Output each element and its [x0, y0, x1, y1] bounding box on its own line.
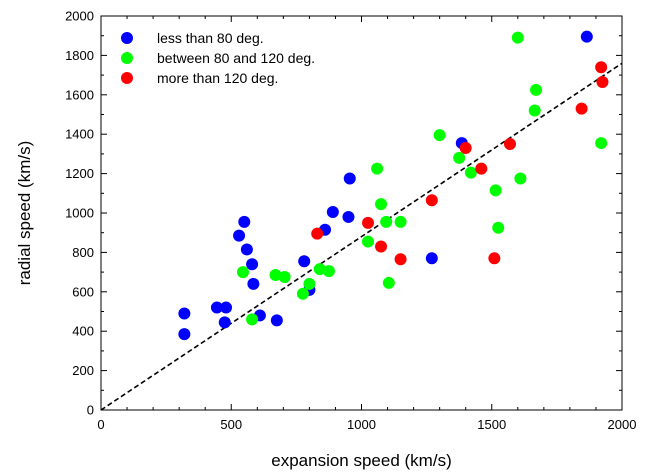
- data-point: [238, 215, 251, 228]
- data-point: [247, 277, 260, 290]
- data-point: [220, 301, 233, 314]
- y-tick-label: 400: [72, 324, 94, 339]
- legend-label: more than 120 deg.: [157, 70, 278, 86]
- data-point: [492, 221, 505, 234]
- data-point: [394, 253, 407, 266]
- data-point: [380, 215, 393, 228]
- data-point: [342, 210, 355, 223]
- data-point: [580, 30, 593, 43]
- data-point: [270, 314, 283, 327]
- data-point: [371, 162, 384, 175]
- data-point: [246, 258, 259, 271]
- data-point: [464, 166, 477, 179]
- legend-marker: [121, 32, 133, 44]
- data-point: [233, 229, 246, 242]
- data-point: [596, 75, 609, 88]
- data-point: [382, 276, 395, 289]
- data-point: [433, 129, 446, 142]
- y-tick-label: 1800: [65, 48, 94, 63]
- data-point: [503, 138, 516, 151]
- data-point: [488, 252, 501, 265]
- x-tick-label: 0: [97, 417, 104, 432]
- legend-label: less than 80 deg.: [157, 30, 264, 46]
- data-point: [303, 277, 316, 290]
- legend-marker: [121, 52, 133, 64]
- data-point: [362, 216, 375, 229]
- data-point: [343, 172, 356, 185]
- data-point: [246, 313, 259, 326]
- data-point: [311, 227, 324, 240]
- x-tick-label: 1000: [347, 417, 376, 432]
- data-point: [278, 271, 291, 284]
- data-point: [313, 263, 326, 276]
- data-point: [375, 240, 388, 253]
- data-point: [322, 265, 335, 278]
- y-tick-label: 600: [72, 284, 94, 299]
- data-point: [236, 266, 249, 279]
- data-point: [178, 307, 191, 320]
- data-point: [459, 141, 472, 154]
- data-point: [595, 137, 608, 150]
- data-point: [528, 104, 541, 117]
- y-tick-label: 0: [87, 403, 94, 418]
- y-tick-label: 1000: [65, 206, 94, 221]
- y-axis-title: radial speed (km/s): [15, 141, 34, 286]
- x-tick-label: 500: [220, 417, 242, 432]
- data-point: [489, 184, 502, 197]
- data-point: [296, 287, 309, 300]
- data-point: [298, 255, 311, 268]
- data-point: [218, 316, 231, 329]
- data-point: [425, 252, 438, 265]
- data-point: [178, 328, 191, 341]
- y-tick-label: 1600: [65, 87, 94, 102]
- data-point: [394, 215, 407, 228]
- x-tick-label: 2000: [608, 417, 637, 432]
- data-point: [210, 301, 223, 314]
- data-point: [240, 243, 253, 256]
- data-point: [475, 162, 488, 175]
- data-point: [514, 172, 527, 185]
- y-tick-label: 800: [72, 245, 94, 260]
- data-point: [575, 102, 588, 115]
- y-tick-label: 2000: [65, 9, 94, 24]
- data-point: [453, 151, 466, 164]
- fit-line: [100, 62, 623, 411]
- y-tick-label: 1400: [65, 127, 94, 142]
- x-axis-title: expansion speed (km/s): [271, 451, 451, 470]
- y-tick-label: 200: [72, 363, 94, 378]
- x-tick-label: 1500: [477, 417, 506, 432]
- legend-label: between 80 and 120 deg.: [157, 50, 315, 66]
- legend-marker: [121, 72, 133, 84]
- data-point: [326, 206, 339, 219]
- y-tick-label: 1200: [65, 166, 94, 181]
- data-point: [595, 61, 608, 74]
- data-point: [511, 31, 524, 44]
- data-point: [530, 83, 543, 96]
- data-point: [425, 194, 438, 207]
- data-point: [269, 269, 282, 282]
- data-point: [375, 198, 388, 211]
- data-point: [362, 235, 375, 248]
